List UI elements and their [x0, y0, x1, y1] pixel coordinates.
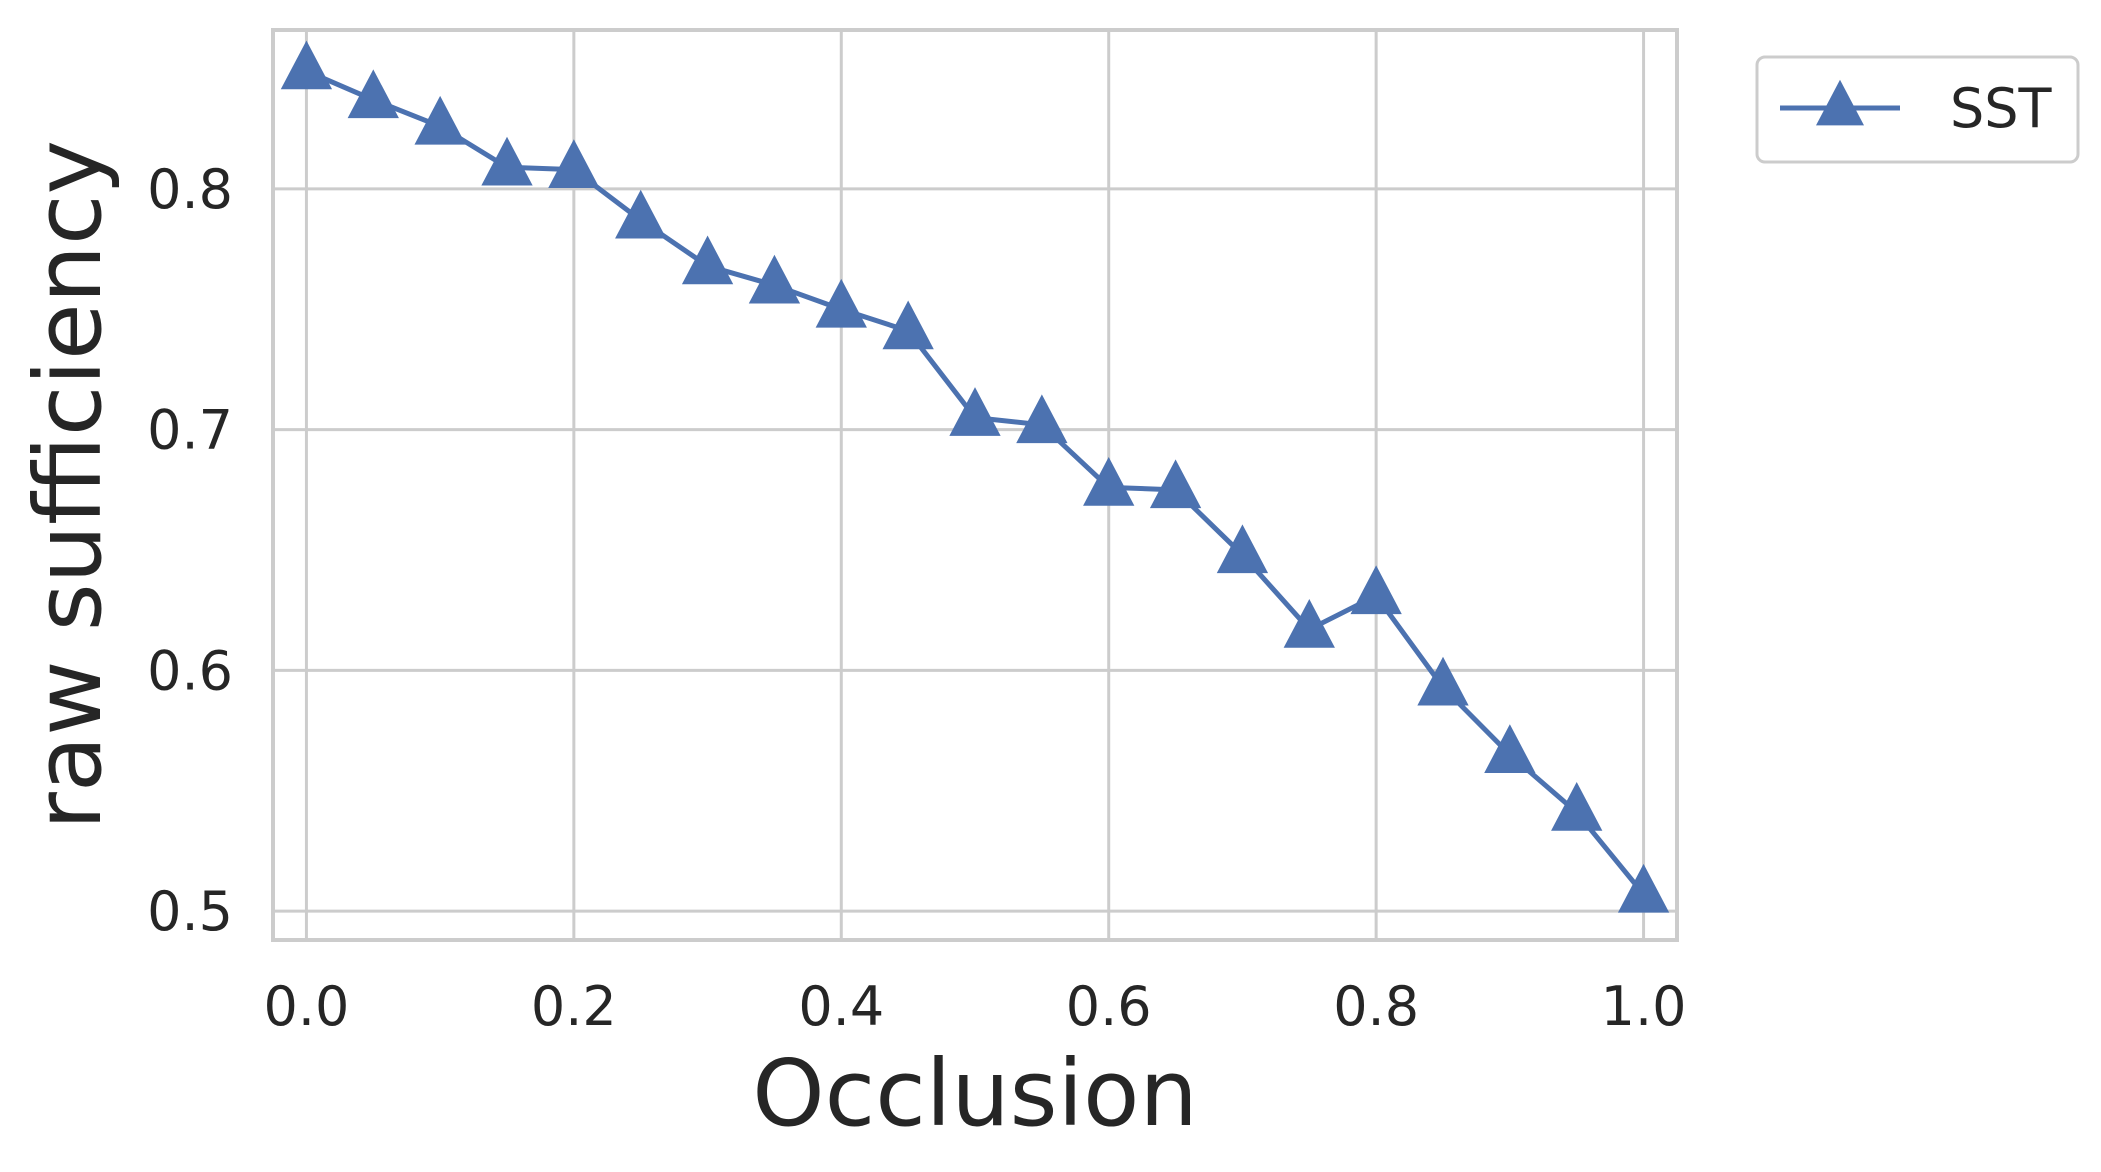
sst-data-point	[481, 136, 533, 186]
sst-data-point	[1484, 724, 1536, 773]
sst-data-point	[1617, 863, 1670, 913]
y-axis-title: raw sufficiency	[15, 140, 122, 830]
plot-frame	[271, 28, 1679, 942]
x-tick-label: 0.8	[1333, 975, 1419, 1038]
sst-data-point	[615, 189, 667, 239]
y-tick-labels: 0.5 0.6 0.7 0.8	[147, 158, 233, 943]
legend-triangle-marker	[1816, 79, 1864, 126]
series-markers	[280, 40, 1670, 913]
sst-data-point	[681, 235, 734, 285]
grid-lines	[273, 30, 1677, 940]
sst-data-point	[1417, 656, 1469, 706]
sst-data-point	[1149, 459, 1202, 509]
x-tick-labels: 0.0 0.2 0.4 0.6 0.8 1.0	[263, 975, 1686, 1038]
sst-data-point	[1350, 565, 1402, 615]
sst-data-point	[949, 387, 1001, 436]
legend-label-sst: SST	[1950, 77, 2053, 140]
legend-box	[1755, 55, 2080, 164]
sst-data-point	[280, 40, 333, 90]
y-tick-label: 0.7	[147, 399, 233, 462]
sst-data-point	[748, 254, 801, 304]
sst-data-point	[1216, 524, 1269, 574]
sst-data-point	[1283, 599, 1335, 648]
x-tick-label: 0.4	[798, 975, 884, 1038]
x-tick-label: 0.6	[1066, 975, 1152, 1038]
sst-data-point	[347, 69, 399, 119]
sst-data-point	[882, 300, 934, 350]
legend: SST	[1755, 55, 2080, 164]
x-axis-title: Occlusion	[752, 1040, 1198, 1147]
x-tick-label: 1.0	[1601, 975, 1687, 1038]
sst-data-point	[1551, 781, 1603, 831]
sst-data-point	[815, 278, 867, 328]
sst-data-point	[1016, 394, 1068, 444]
y-tick-label: 0.8	[147, 158, 233, 221]
sst-data-point	[414, 95, 466, 145]
x-tick-label: 0.2	[531, 975, 617, 1038]
y-tick-label: 0.5	[147, 880, 233, 943]
x-tick-label: 0.0	[263, 975, 349, 1038]
y-tick-label: 0.6	[147, 639, 233, 702]
sst-data-point	[548, 139, 600, 188]
sst-data-point	[1083, 456, 1135, 506]
